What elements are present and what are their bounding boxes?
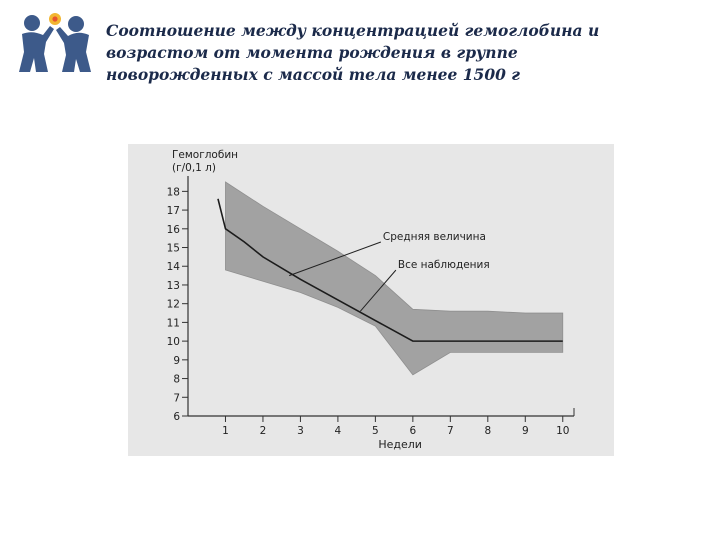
y-tick-label-8: 8 bbox=[173, 374, 180, 386]
y-tick-label-10: 10 bbox=[167, 336, 180, 348]
y-tick-label-18: 18 bbox=[167, 186, 180, 198]
x-tick-label-8: 8 bbox=[484, 425, 491, 437]
y-tick-label-13: 13 bbox=[167, 280, 180, 292]
title-line-3: новорожденных с массой тела менее 1500 г bbox=[106, 65, 521, 84]
y-tick-label-15: 15 bbox=[167, 243, 180, 255]
x-tick-label-3: 3 bbox=[297, 425, 304, 437]
y-tick-label-11: 11 bbox=[167, 317, 180, 329]
y-axis-label-line-1: Гемоглобин bbox=[172, 149, 238, 161]
x-tick-label-5: 5 bbox=[372, 425, 379, 437]
x-tick-label-1: 1 bbox=[222, 425, 229, 437]
x-tick-label-9: 9 bbox=[522, 425, 529, 437]
y-tick-label-7: 7 bbox=[173, 392, 180, 404]
annotation-label-1: Средняя величина bbox=[383, 231, 486, 243]
children-logo-icon bbox=[19, 13, 91, 72]
y-tick-label-12: 12 bbox=[167, 299, 180, 311]
x-tick-label-6: 6 bbox=[410, 425, 417, 437]
title-line-1: Соотношение между концентрацией гемоглоб… bbox=[106, 21, 600, 40]
y-tick-label-9: 9 bbox=[173, 355, 180, 367]
x-tick-label-10: 10 bbox=[556, 425, 569, 437]
slide-title: Соотношение между концентрацией гемоглоб… bbox=[106, 20, 666, 86]
annotation-leader-2 bbox=[360, 269, 397, 312]
y-tick-label-14: 14 bbox=[167, 261, 181, 273]
x-tick-label-2: 2 bbox=[260, 425, 267, 437]
y-tick-label-16: 16 bbox=[167, 224, 181, 236]
title-line-2: возрастом от момента рождения в группе bbox=[106, 43, 518, 62]
x-axis-label: Недели bbox=[378, 438, 422, 451]
all-observations-band bbox=[225, 181, 564, 376]
mean-value-line bbox=[217, 198, 563, 342]
annotation-leader-1 bbox=[289, 241, 382, 277]
annotation-label-2: Все наблюдения bbox=[398, 259, 490, 271]
y-tick-label-6: 6 bbox=[173, 411, 180, 423]
x-tick-label-4: 4 bbox=[335, 425, 342, 437]
y-axis-label-line-2: (г/0,1 л) bbox=[172, 162, 216, 174]
x-tick-label-7: 7 bbox=[447, 425, 454, 437]
y-tick-label-17: 17 bbox=[167, 205, 180, 217]
